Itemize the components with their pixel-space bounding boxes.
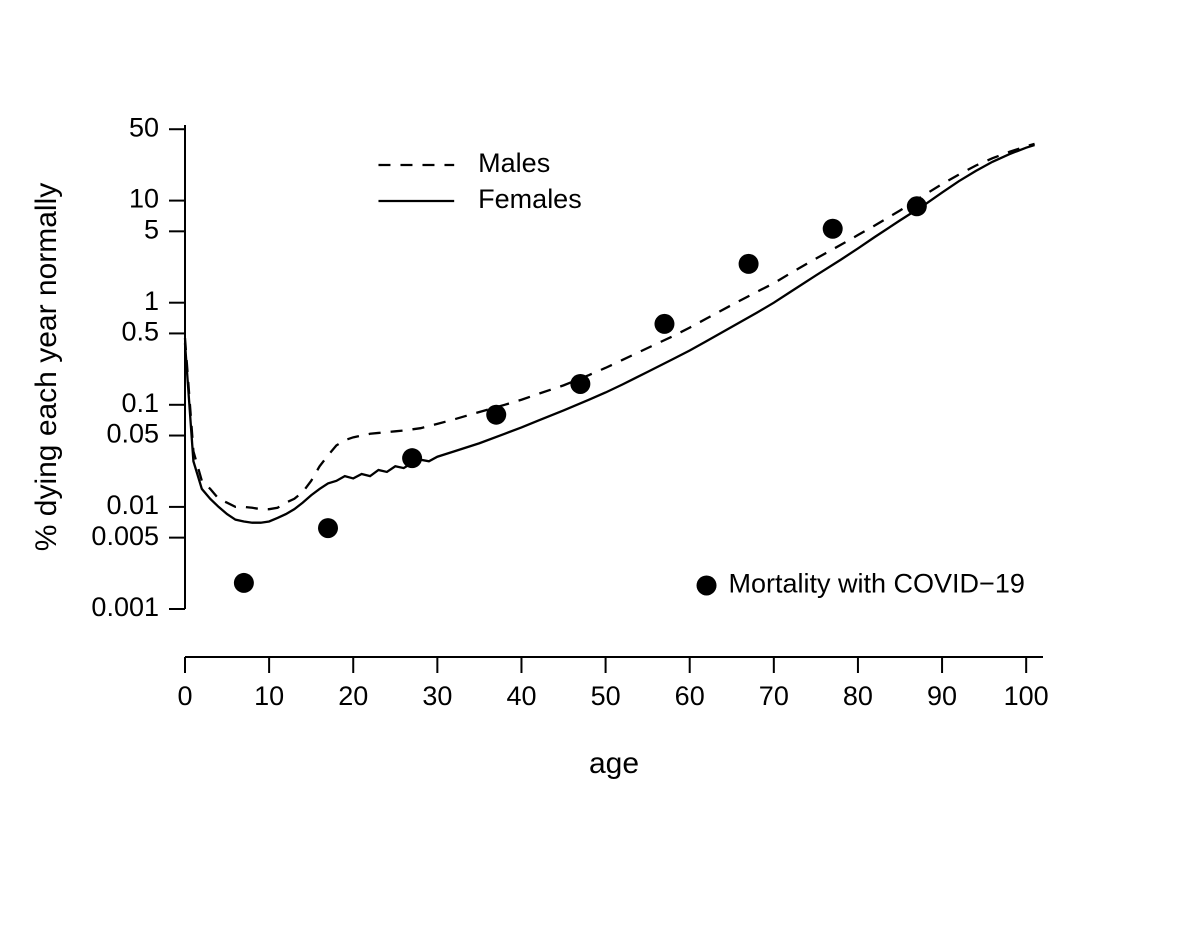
legend-label-males: Males <box>478 148 550 178</box>
x-tick-label: 70 <box>759 681 789 711</box>
y-tick-label: 0.001 <box>91 592 159 622</box>
x-tick-label: 50 <box>591 681 621 711</box>
x-tick-label: 60 <box>675 681 705 711</box>
x-tick-label: 0 <box>177 681 192 711</box>
covid-point <box>823 219 843 239</box>
covid-point <box>739 254 759 274</box>
y-axis-title: % dying each year normally <box>30 183 63 552</box>
covid-point <box>907 196 927 216</box>
covid-point <box>570 374 590 394</box>
x-tick-label: 40 <box>506 681 536 711</box>
y-tick-label: 0.01 <box>106 490 159 520</box>
legend-label-covid: Mortality with COVID−19 <box>729 569 1025 599</box>
x-tick-label: 90 <box>927 681 957 711</box>
mortality-chart: 0.0010.0050.010.050.10.5151050% dying ea… <box>0 0 1200 934</box>
covid-point <box>654 314 674 334</box>
covid-point <box>318 518 338 538</box>
y-tick-label: 5 <box>144 214 159 244</box>
y-tick-label: 0.05 <box>106 419 159 449</box>
x-tick-label: 80 <box>843 681 873 711</box>
y-tick-label: 0.005 <box>91 521 159 551</box>
x-tick-label: 20 <box>338 681 368 711</box>
x-tick-label: 100 <box>1004 681 1049 711</box>
x-axis-title: age <box>589 747 639 780</box>
y-tick-label: 1 <box>144 286 159 316</box>
x-tick-label: 10 <box>254 681 284 711</box>
covid-point <box>486 405 506 425</box>
legend-label-females: Females <box>478 184 582 214</box>
x-tick-label: 30 <box>422 681 452 711</box>
legend-marker-covid <box>697 575 717 595</box>
y-tick-label: 0.5 <box>121 317 159 347</box>
y-tick-label: 0.1 <box>121 388 159 418</box>
y-tick-label: 50 <box>129 112 159 142</box>
covid-point <box>402 448 422 468</box>
covid-point <box>234 573 254 593</box>
y-tick-label: 10 <box>129 184 159 214</box>
